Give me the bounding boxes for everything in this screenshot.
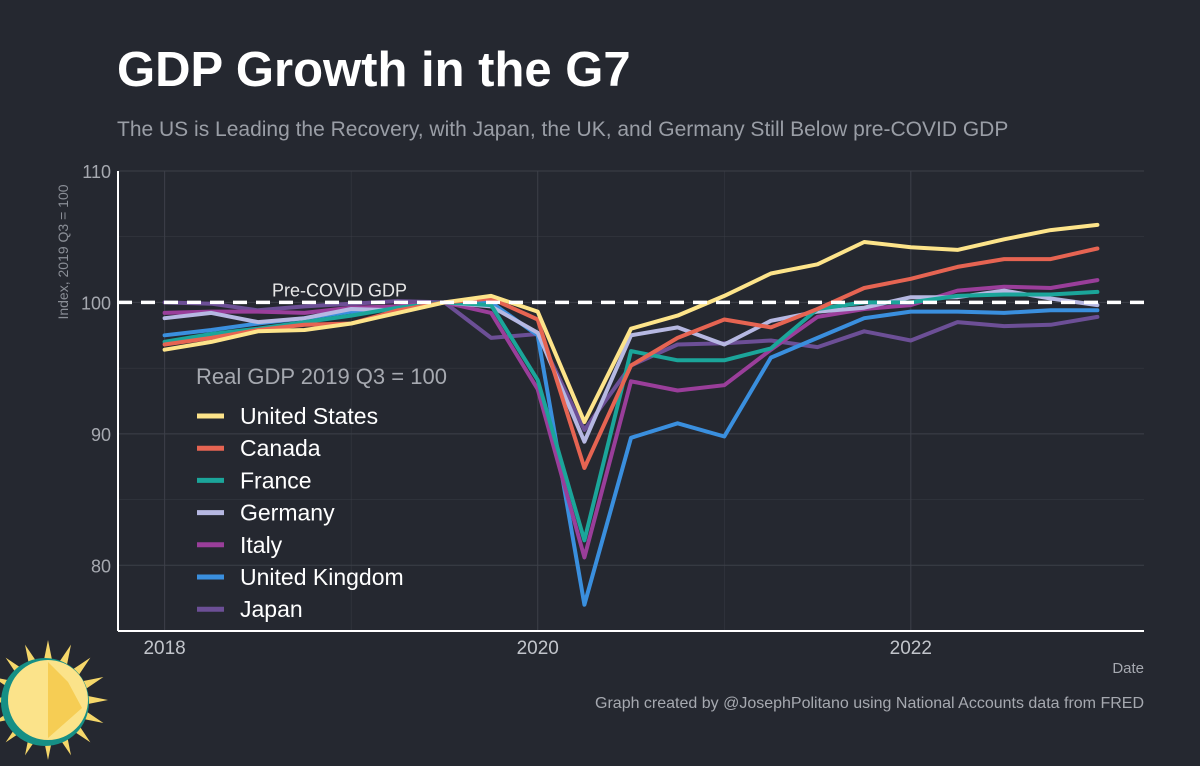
y-axis-label: Index, 2019 Q3 = 100: [55, 184, 71, 319]
x-axis-label: Date: [1112, 660, 1144, 677]
y-tick-label: 80: [91, 556, 111, 576]
legend-label-japan: Japan: [240, 596, 303, 622]
y-tick-label: 90: [91, 425, 111, 445]
legend-label-united-states: United States: [240, 403, 378, 429]
legend-label-united-kingdom: United Kingdom: [240, 564, 404, 590]
legend: Real GDP 2019 Q3 = 100 United States Canad…: [196, 364, 447, 622]
series-line-france: [162, 289, 1100, 543]
legend-label-germany: Germany: [240, 500, 335, 526]
legend-label-france: France: [240, 467, 312, 493]
reference-line-group: Pre-COVID GDP: [118, 280, 1144, 305]
series-lines: [162, 222, 1100, 607]
sun-rays-icon: [0, 640, 108, 760]
sun-logo: [0, 640, 108, 760]
sun-highlight-icon: [48, 662, 82, 738]
y-tick-label: 100: [81, 293, 111, 313]
series-line-united-states: [162, 222, 1100, 424]
x-tick-label: 2018: [143, 638, 185, 659]
legend-title: Real GDP 2019 Q3 = 100: [196, 364, 447, 389]
chart-title: GDP Growth in the G7: [117, 43, 631, 97]
series-line-canada: [162, 246, 1100, 470]
reference-line-label: Pre-COVID GDP: [272, 280, 407, 300]
x-tick-label: 2022: [890, 638, 932, 659]
grid: [118, 170, 1144, 631]
x-tick-label: 2020: [517, 638, 559, 659]
legend-label-canada: Canada: [240, 435, 321, 461]
y-tick-label: 110: [82, 162, 111, 182]
chart-subtitle: The US is Leading the Recovery, with Jap…: [117, 118, 1009, 141]
source-caption: Graph created by @JosephPolitano using N…: [595, 695, 1144, 712]
axes: 80 90 100 110 2018 2020 2022: [81, 162, 1144, 659]
legend-label-italy: Italy: [240, 532, 283, 558]
